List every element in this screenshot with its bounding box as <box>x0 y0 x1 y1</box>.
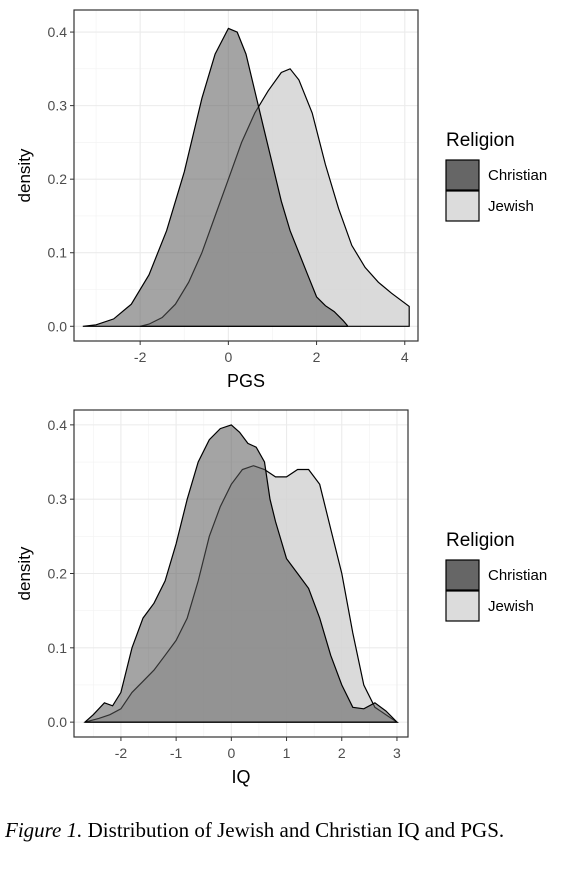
x-tick-label: 0 <box>224 349 232 365</box>
x-tick-label: 0 <box>227 745 235 761</box>
caption-text: Distribution of Jewish and Christian IQ … <box>87 818 505 842</box>
y-tick-label: 0.4 <box>48 417 68 433</box>
figure-caption: Figure 1. Distribution of Jewish and Chr… <box>5 818 571 843</box>
x-axis-title: PGS <box>227 371 265 391</box>
y-axis-title: density <box>15 546 34 600</box>
caption-label: Figure 1. <box>5 818 83 842</box>
legend-label-jewish: Jewish <box>488 598 534 615</box>
legend-title: Religion <box>446 130 515 151</box>
x-tick-label: 2 <box>313 349 321 365</box>
legend-key-jewish <box>445 590 480 622</box>
x-tick-label: -2 <box>115 745 128 761</box>
legend-title: Religion <box>446 530 515 551</box>
figure-charts: 0.0 0.1 0.2 0.3 0.4 -2 0 2 4 PGS density Religion Ch… <box>15 9 547 787</box>
legend-key-jewish <box>445 190 480 222</box>
y-tick-label: 0.1 <box>48 245 68 261</box>
x-tick-label: -2 <box>134 349 147 365</box>
y-tick-label: 0.3 <box>48 491 68 507</box>
legend-label-christian: Christian <box>488 567 547 584</box>
y-axis-title: density <box>15 148 34 202</box>
x-tick-label: 4 <box>401 349 409 365</box>
y-tick-label: 0.4 <box>48 24 68 40</box>
x-axis-title: IQ <box>231 767 250 787</box>
y-tick-label: 0.3 <box>48 98 68 114</box>
legend-label-jewish: Jewish <box>488 198 534 215</box>
density-area-christian <box>82 27 348 327</box>
density-area-christian <box>83 424 399 723</box>
x-tick-label: -1 <box>170 745 183 761</box>
y-tick-label: 0.2 <box>48 171 68 187</box>
chart-panel-2: 0.0 0.1 0.2 0.3 0.4 -2 -1 0 1 2 3 IQ density Religion… <box>15 409 547 787</box>
legend-key-christian <box>445 159 480 191</box>
legend-label-christian: Christian <box>488 167 547 184</box>
legend-key-christian <box>445 559 480 591</box>
x-tick-label: 2 <box>338 745 346 761</box>
y-tick-label: 0.0 <box>48 318 68 334</box>
y-tick-label: 0.2 <box>48 566 68 582</box>
x-tick-label: 1 <box>283 745 291 761</box>
panel-border <box>73 9 419 342</box>
y-tick-label: 0.0 <box>48 714 68 730</box>
x-tick-label: 3 <box>393 745 401 761</box>
y-tick-label: 0.1 <box>48 640 68 656</box>
chart-panel-1: 0.0 0.1 0.2 0.3 0.4 -2 0 2 4 PGS density Religion Ch… <box>15 9 547 391</box>
